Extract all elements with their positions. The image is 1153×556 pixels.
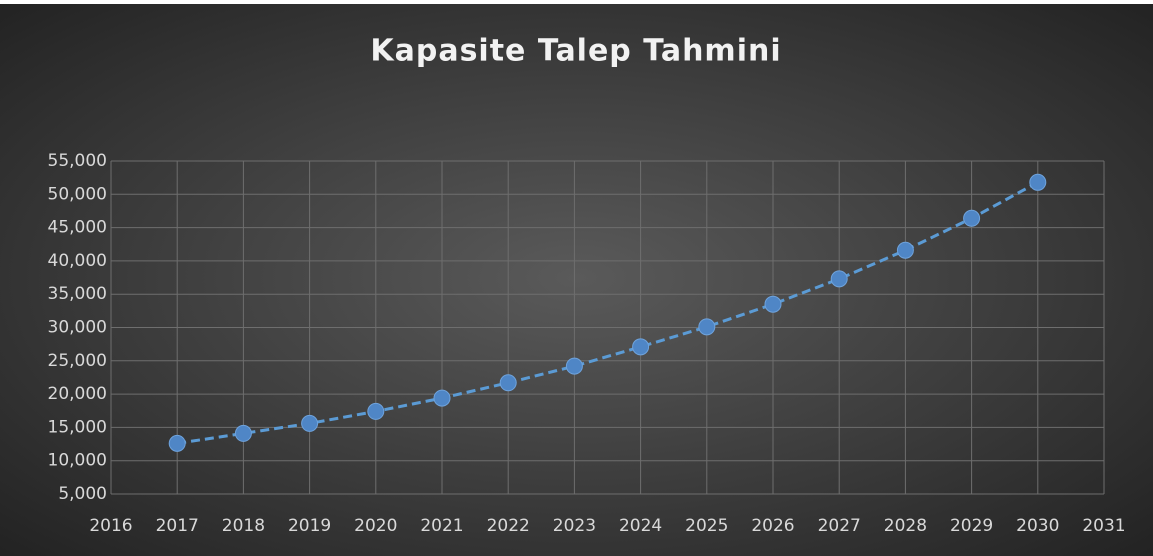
- x-tick-label: 2022: [487, 516, 530, 536]
- y-tick-label: 30,000: [48, 318, 107, 338]
- point: [367, 402, 385, 420]
- x-tick-label: 2020: [354, 516, 397, 536]
- y-tick-label: 55,000: [48, 151, 107, 171]
- point: [301, 414, 319, 432]
- x-tick-label: 2017: [156, 516, 199, 536]
- x-tick-label: 2030: [1016, 516, 1059, 536]
- x-tick-label: 2031: [1082, 516, 1125, 536]
- x-tick-label: 2021: [420, 516, 463, 536]
- x-tick-label: 2024: [619, 516, 662, 536]
- y-tick-label: 50,000: [48, 184, 107, 204]
- x-tick-label: 2027: [818, 516, 861, 536]
- point: [1029, 173, 1047, 191]
- point: [234, 424, 252, 442]
- x-tick-label: 2025: [685, 516, 728, 536]
- point: [565, 357, 583, 375]
- point: [896, 241, 914, 259]
- y-tick-label: 10,000: [48, 451, 107, 471]
- y-tick-label: 25,000: [48, 351, 107, 371]
- point: [963, 209, 981, 227]
- point: [168, 434, 186, 452]
- point: [632, 338, 650, 356]
- y-tick-label: 45,000: [48, 218, 107, 238]
- x-tick-label: 2016: [89, 516, 132, 536]
- y-tick-label: 40,000: [48, 251, 107, 271]
- point: [499, 374, 517, 392]
- point: [433, 389, 451, 407]
- y-tick-label: 5,000: [58, 484, 107, 504]
- x-tick-label: 2028: [884, 516, 927, 536]
- point: [698, 318, 716, 336]
- point: [830, 270, 848, 288]
- x-tick-label: 2019: [288, 516, 331, 536]
- series-line: [176, 180, 1039, 445]
- point: [764, 295, 782, 313]
- x-tick-label: 2018: [222, 516, 265, 536]
- y-tick-label: 15,000: [48, 417, 107, 437]
- y-tick-label: 35,000: [48, 284, 107, 304]
- chart-title: Kapasite Talep Tahmini: [370, 34, 781, 69]
- x-tick-label: 2029: [950, 516, 993, 536]
- x-tick-label: 2026: [751, 516, 794, 536]
- top-strip: [0, 0, 1153, 4]
- y-tick-label: 20,000: [48, 384, 107, 404]
- x-tick-label: 2023: [553, 516, 596, 536]
